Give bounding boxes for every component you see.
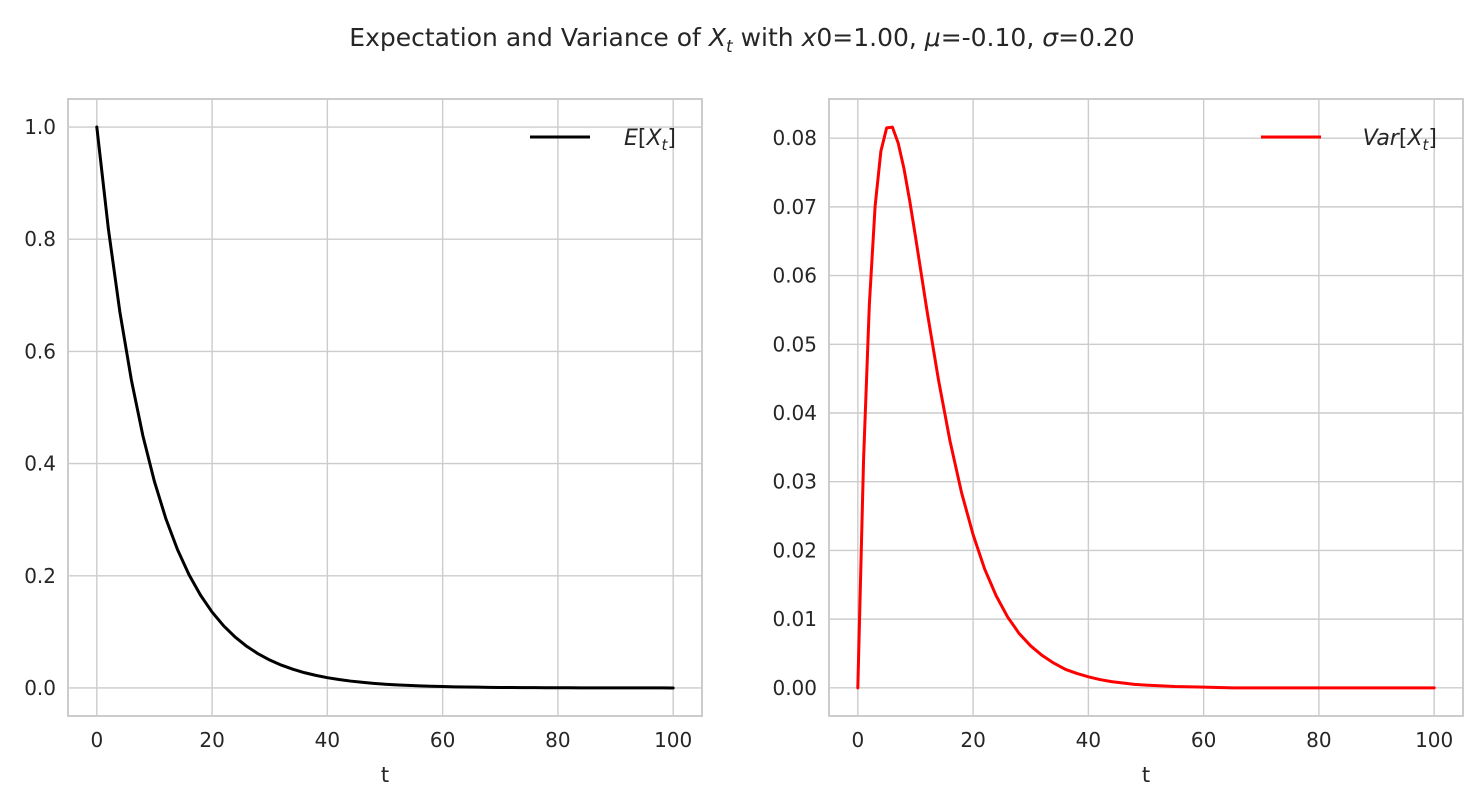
x-tick-label: 60 [430, 728, 455, 752]
chart-suptitle: Expectation and Variance of Xt with x0=1… [349, 23, 1134, 57]
y-tick-label: 0.03 [772, 470, 817, 494]
plot-area [68, 99, 702, 716]
y-tick-label: 0.08 [772, 126, 817, 150]
y-tick-label: 0.00 [772, 676, 817, 700]
series-line [95, 125, 675, 690]
y-tick-label: 0.05 [772, 332, 817, 356]
x-axis-label: t [1142, 763, 1150, 787]
x-tick-label: 0 [851, 728, 864, 752]
x-tick-label: 0 [90, 728, 103, 752]
x-tick-label: 40 [1076, 728, 1101, 752]
plot-area [829, 99, 1463, 716]
expectation-subplot: 0 20 40 60 80 100 0.0 0.2 0.4 0.6 0.8 1.0 t E[Xt] [24, 98, 703, 787]
x-tick-label: 80 [1306, 728, 1331, 752]
y-tick-label: 0.8 [24, 227, 56, 251]
y-tick-label: 0.4 [24, 452, 56, 476]
y-tick-label: 0.06 [772, 264, 817, 288]
x-tick-label: 40 [315, 728, 340, 752]
x-tick-label: 60 [1191, 728, 1216, 752]
y-tick-label: 0.04 [772, 401, 817, 425]
legend-label: Var[Xt] [1363, 126, 1437, 154]
x-axis-label: t [381, 763, 389, 787]
y-tick-label: 0.01 [772, 607, 817, 631]
axes-frame [67, 98, 703, 717]
y-tick-label: 0.6 [24, 339, 56, 363]
y-tick-label: 0.02 [772, 538, 817, 562]
x-tick-label: 20 [960, 728, 985, 752]
y-tick-label: 1.0 [24, 115, 56, 139]
x-tick-label: 20 [199, 728, 224, 752]
legend-label: E[Xt] [624, 126, 676, 154]
y-tick-label: 0.07 [772, 195, 817, 219]
x-tick-label: 100 [654, 728, 692, 752]
y-tick-label: 0.2 [24, 564, 56, 588]
variance-subplot: 0 20 40 60 80 100 0.00 0.01 0.02 0.03 0.04 0.05 0.06… [772, 98, 1464, 787]
axes-frame [828, 98, 1464, 717]
series-line [856, 125, 1436, 690]
x-tick-label: 80 [545, 728, 570, 752]
x-tick-label: 100 [1415, 728, 1453, 752]
y-tick-label: 0.0 [24, 676, 56, 700]
